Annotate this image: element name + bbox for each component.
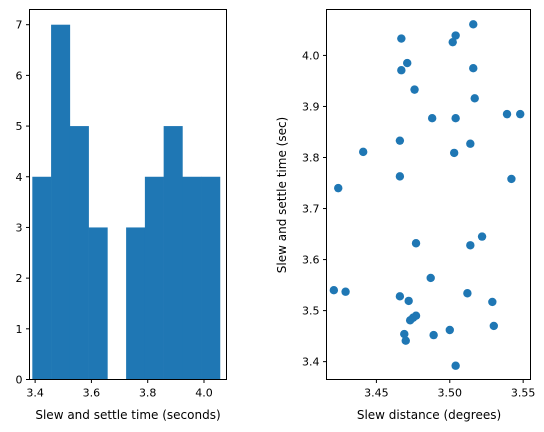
- histogram-bar: [69, 126, 89, 380]
- histogram-y-tick-label: 3: [16, 221, 23, 234]
- histogram-bars: [32, 24, 221, 380]
- scatter-axes: 3.45 3.50 3.55 3.4 3.5 3.6 3.7 3.8 3.9 4.0 Slew …: [275, 9, 536, 422]
- scatter-point: [411, 239, 421, 248]
- histogram-x-axis-label: Slew and settle time (seconds): [35, 408, 220, 422]
- histogram-bar: [32, 176, 52, 380]
- scatter-point: [448, 37, 457, 47]
- histogram-x-ticks: 3.4 3.6 3.8 4.0: [26, 379, 213, 400]
- scatter-point: [400, 329, 409, 339]
- scatter-point: [429, 330, 438, 340]
- histogram-y-tick-label: 5: [16, 120, 23, 133]
- histogram-bar: [126, 227, 146, 380]
- scatter-point: [477, 232, 487, 241]
- scatter-point: [451, 361, 460, 370]
- scatter-point: [341, 287, 350, 296]
- scatter-point: [466, 241, 475, 250]
- scatter-point: [395, 292, 405, 301]
- scatter-points: [329, 20, 525, 370]
- scatter-point: [405, 316, 415, 325]
- histogram-y-tick-label: 7: [16, 19, 23, 32]
- scatter-y-tick-label: 3.5: [302, 305, 320, 318]
- scatter-point: [469, 63, 478, 73]
- histogram-bar: [201, 176, 221, 380]
- scatter-point: [410, 85, 419, 94]
- histogram-bar: [182, 176, 202, 380]
- histogram-y-tick-label: 0: [16, 374, 23, 387]
- histogram-y-tick-label: 1: [16, 323, 23, 336]
- scatter-x-ticks: 3.45 3.50 3.55: [364, 379, 536, 400]
- scatter-y-ticks: 3.4 3.5 3.6 3.7 3.8 3.9 4.0: [302, 49, 327, 369]
- scatter-x-tick-label: 3.45: [364, 387, 389, 400]
- scatter-point: [463, 289, 472, 298]
- histogram-frame: [29, 9, 227, 380]
- scatter-point: [401, 336, 410, 345]
- scatter-point: [397, 66, 406, 75]
- scatter-point: [502, 109, 512, 119]
- scatter-point: [358, 147, 368, 157]
- scatter-x-tick-label: 3.55: [511, 387, 536, 400]
- scatter-point: [507, 174, 516, 184]
- scatter-point: [449, 148, 459, 158]
- scatter-point: [451, 31, 460, 40]
- scatter-point: [427, 114, 437, 123]
- scatter-point: [403, 58, 412, 68]
- scatter-point: [470, 94, 479, 103]
- histogram-bar: [144, 176, 164, 380]
- histogram-y-ticks: 0 1 2 3 4 5 6 7: [16, 19, 30, 387]
- histogram-y-tick-label: 2: [16, 272, 23, 285]
- scatter-y-tick-label: 3.4: [302, 356, 320, 369]
- histogram-axes: 3.4 3.6 3.8 4.0 0 1 2 3 4 5 6 7 Slew and settle ti…: [16, 9, 227, 422]
- scatter-point: [334, 183, 343, 193]
- scatter-x-tick-label: 3.50: [438, 387, 463, 400]
- scatter-point: [397, 34, 406, 43]
- scatter-point: [466, 139, 475, 148]
- histogram-y-tick-label: 4: [16, 171, 23, 184]
- scatter-point: [395, 136, 405, 145]
- scatter-point: [426, 273, 435, 283]
- scatter-point: [445, 325, 454, 335]
- scatter-x-axis-label: Slew distance (degrees): [357, 408, 501, 422]
- scatter-point: [404, 296, 413, 306]
- histogram-y-tick-label: 6: [16, 69, 23, 82]
- scatter-point: [469, 20, 478, 29]
- scatter-point: [451, 114, 460, 123]
- scatter-y-tick-label: 3.8: [302, 152, 320, 165]
- histogram-bar: [88, 227, 108, 380]
- scatter-point: [395, 172, 405, 181]
- histogram-bar: [163, 126, 183, 380]
- scatter-point: [516, 109, 525, 119]
- histogram-x-tick-label: 3.4: [26, 387, 44, 400]
- scatter-point: [488, 297, 497, 307]
- histogram-x-tick-label: 3.8: [139, 387, 157, 400]
- scatter-y-axis-label: Slew and settle time (sec): [275, 117, 289, 273]
- scatter-point: [489, 321, 499, 331]
- scatter-y-tick-label: 3.6: [302, 254, 320, 267]
- scatter-frame: [326, 9, 531, 380]
- scatter-y-tick-label: 4.0: [302, 49, 320, 62]
- histogram-x-tick-label: 3.6: [83, 387, 101, 400]
- scatter-y-tick-label: 3.7: [302, 203, 320, 216]
- scatter-point: [329, 285, 339, 295]
- histogram-bar: [51, 24, 71, 380]
- scatter-y-tick-label: 3.9: [302, 100, 320, 113]
- histogram-x-tick-label: 4.0: [195, 387, 213, 400]
